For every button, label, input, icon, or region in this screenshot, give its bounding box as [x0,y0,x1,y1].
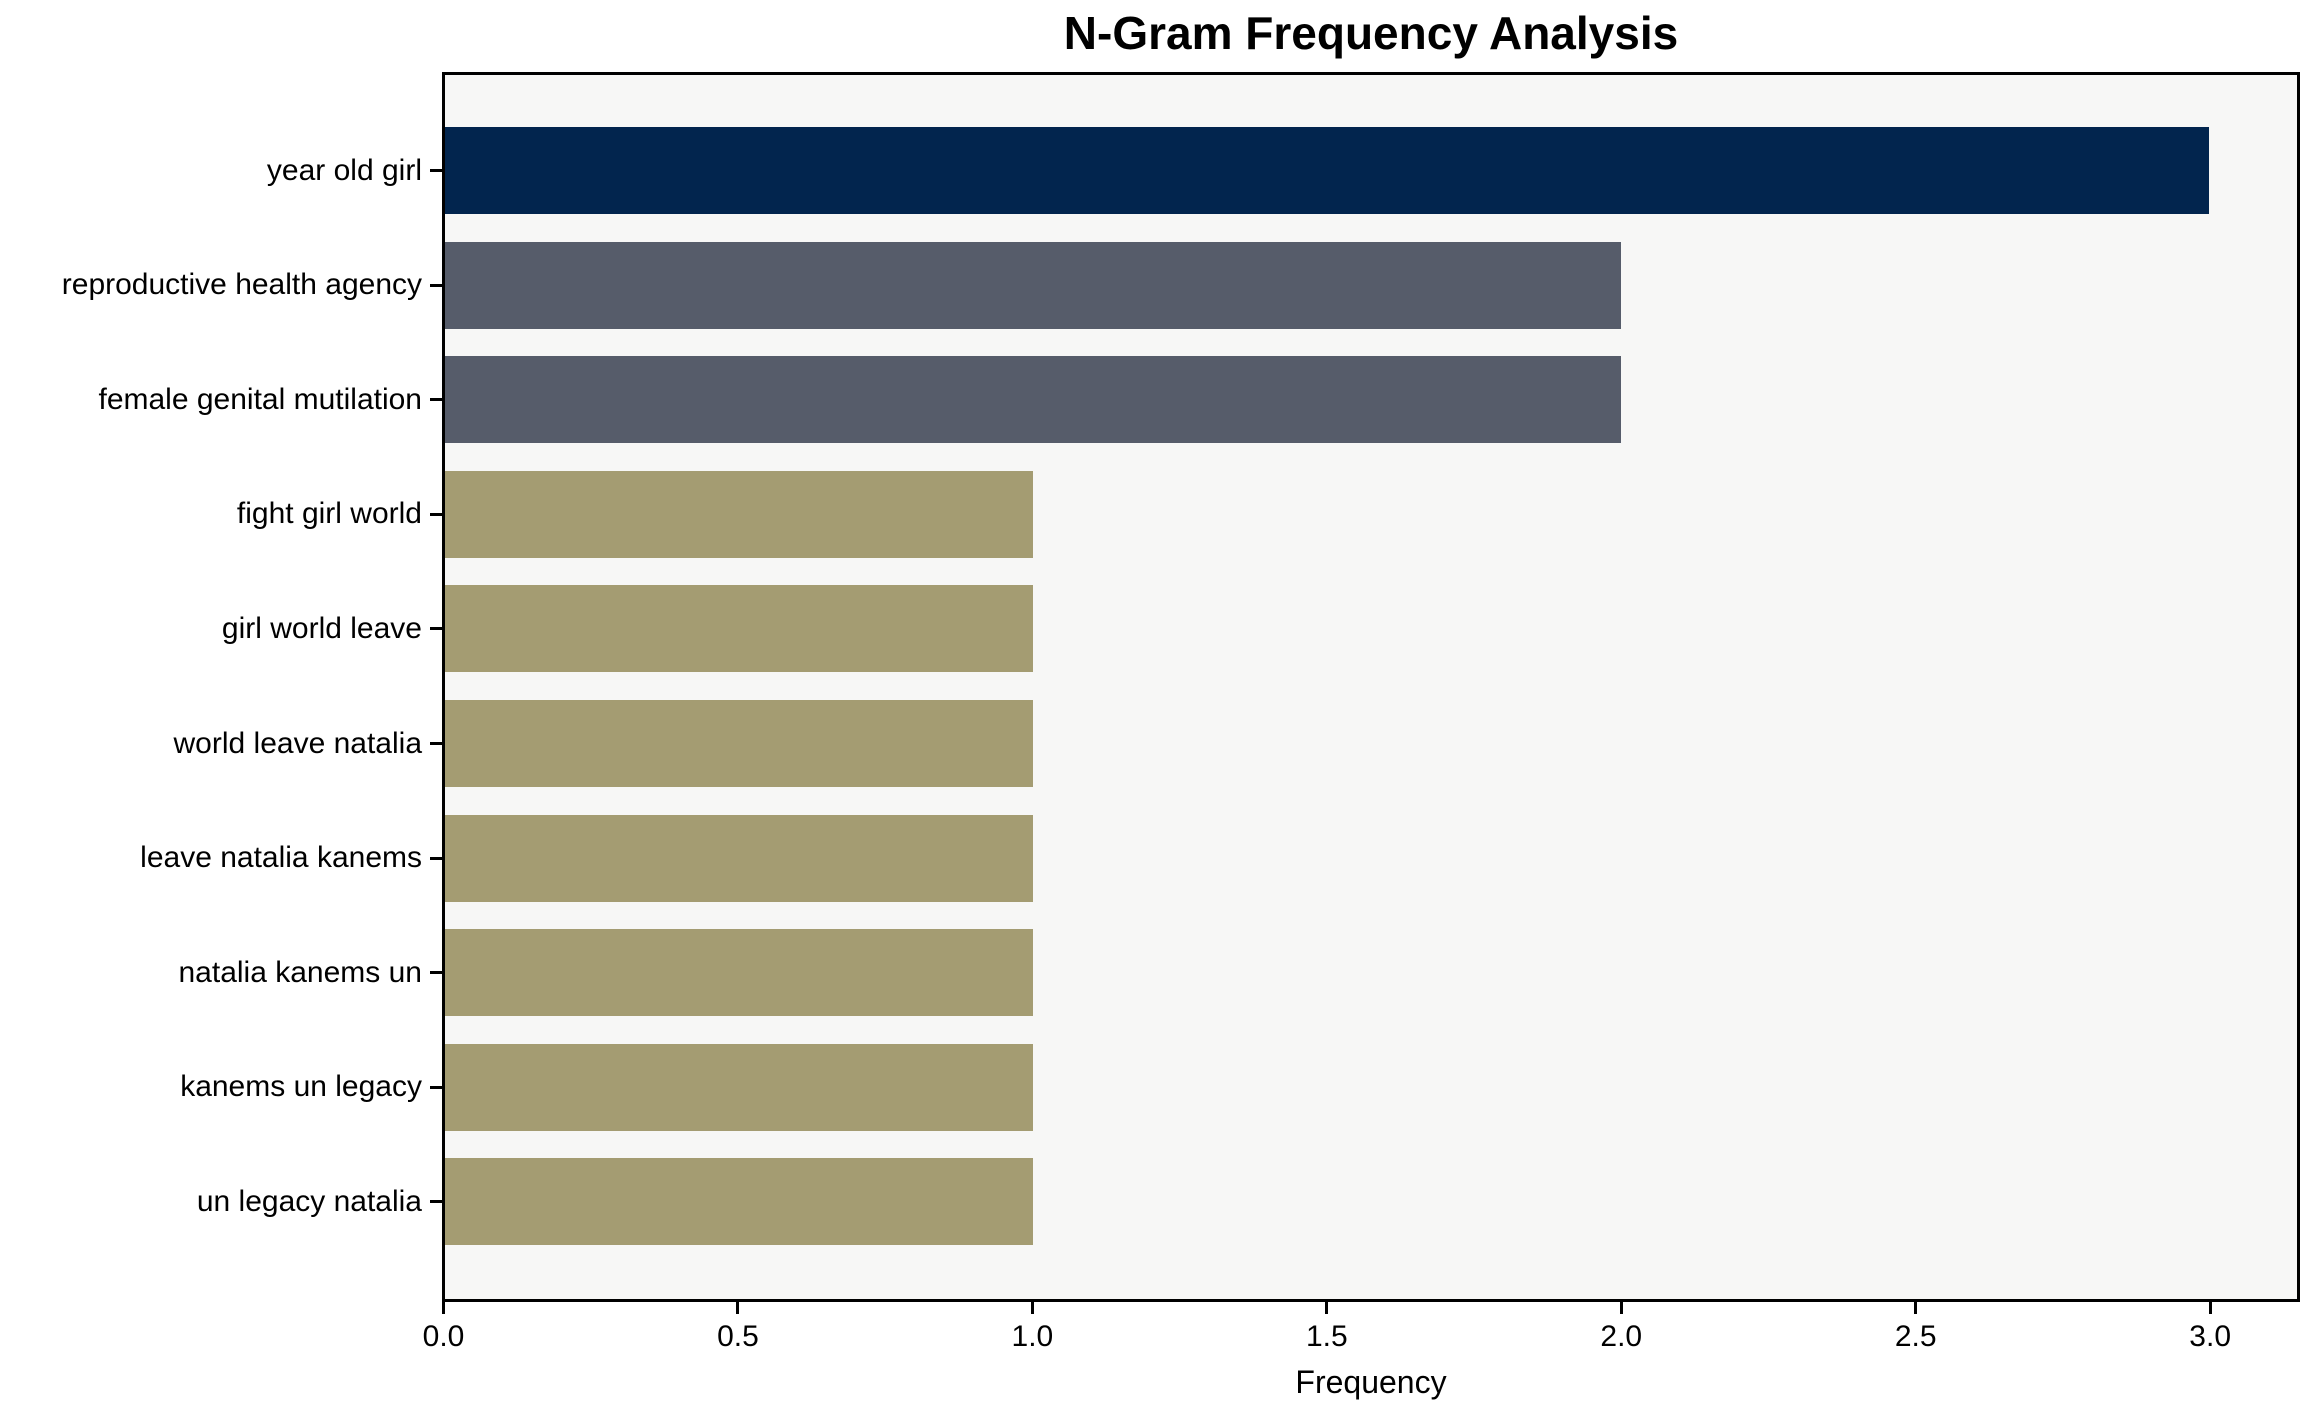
bar-girl-world-leave [445,585,1033,673]
x-tick [2208,1302,2212,1314]
y-tick [430,1085,442,1089]
bar-reproductive-health-agency [445,241,1621,329]
y-tick-label: reproductive health agency [61,268,422,302]
x-tick-label: 0.0 [422,1320,465,1353]
x-tick [1619,1302,1623,1314]
bar-kanems-un-legacy [445,1043,1033,1131]
y-tick [430,398,442,402]
plot-area [442,72,2300,1302]
x-tick-label: 1.5 [1305,1320,1348,1353]
x-tick [1030,1302,1034,1314]
x-tick [442,1302,445,1314]
x-tick-label: 2.0 [1600,1320,1643,1353]
y-tick [430,283,442,287]
bar-un-legacy-natalia [445,1158,1033,1246]
y-tick-label: female genital mutilation [98,382,422,416]
x-tick-label: 1.0 [1011,1320,1054,1353]
y-tick-label: kanems un legacy [180,1070,422,1104]
y-tick [430,627,442,631]
chart-title: N-Gram Frequency Analysis [1063,7,1679,59]
bar-year-old-girl [445,127,2209,214]
y-tick-label: natalia kanems un [178,955,423,989]
y-tick [430,512,442,516]
x-tick [1914,1302,1918,1314]
bar-natalia-kanems-un [445,929,1033,1017]
bar-fight-girl-world [445,470,1033,558]
y-tick-label: world leave natalia [173,726,422,760]
bar-female-genital-mutilation [445,356,1621,444]
x-tick [1325,1302,1329,1314]
y-tick [430,856,442,860]
bar-world-leave-natalia [445,700,1033,787]
y-tick-label: un legacy natalia [196,1184,422,1218]
y-tick-label: girl world leave [221,611,422,645]
x-axis-title: Frequency [1295,1364,1447,1400]
y-tick-label: fight girl world [236,497,422,531]
y-tick [430,169,442,172]
y-tick [430,1200,442,1204]
x-tick-label: 3.0 [2189,1320,2232,1353]
y-tick-label: year old girl [266,153,422,187]
y-tick [430,742,442,745]
y-tick-label: leave natalia kanems [140,841,422,875]
x-tick [736,1302,740,1314]
y-tick [430,971,442,975]
x-tick-label: 0.5 [717,1320,759,1353]
bar-leave-natalia-kanems [445,814,1033,902]
x-tick-label: 2.5 [1894,1320,1937,1353]
